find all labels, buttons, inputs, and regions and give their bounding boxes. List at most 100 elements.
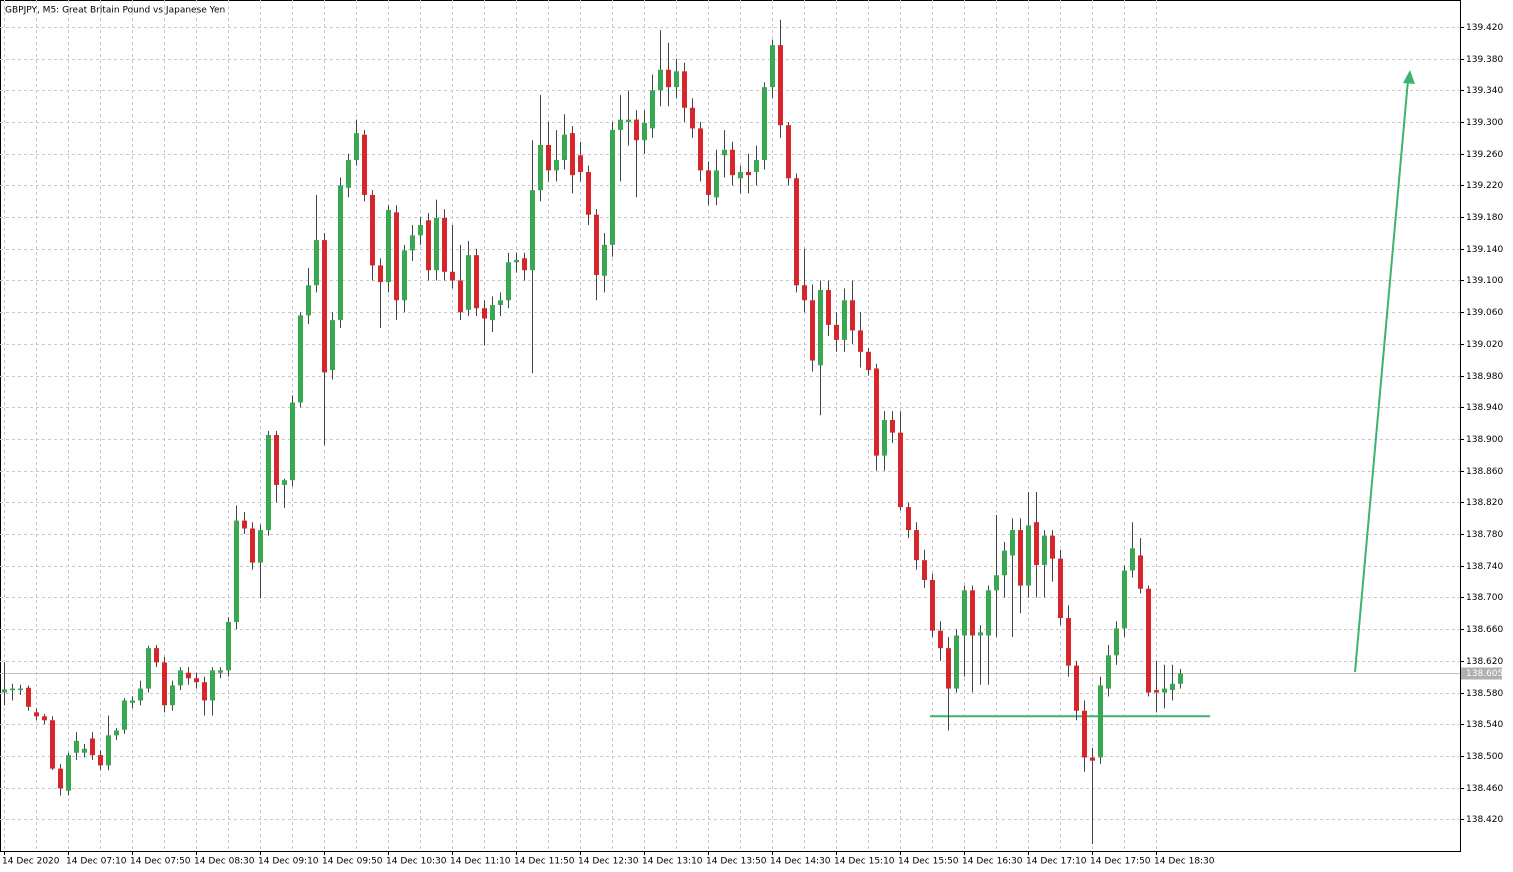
x-tick-label: 14 Dec 2020 — [2, 857, 60, 867]
candle-body — [1146, 588, 1151, 693]
candle-body — [578, 155, 583, 172]
x-tick-label: 14 Dec 17:10 — [1026, 857, 1087, 867]
candle-body — [258, 530, 263, 563]
candle-body — [458, 280, 463, 313]
y-tick-label: 139.300 — [1466, 118, 1503, 128]
x-tick-label: 14 Dec 18:30 — [1154, 857, 1215, 867]
candle-body — [802, 285, 807, 301]
y-tick-label: 138.980 — [1466, 372, 1503, 382]
plot-area — [0, 0, 1461, 852]
candle-body — [834, 324, 839, 340]
candle-body — [962, 590, 967, 636]
x-tick-label: 14 Dec 17:50 — [1090, 857, 1151, 867]
candle-body — [290, 402, 295, 481]
candle-body — [938, 630, 943, 649]
candle-body — [450, 271, 455, 281]
candle-body — [322, 240, 327, 373]
candle-body — [394, 212, 399, 301]
candle-body — [666, 69, 671, 88]
y-tick-label: 139.140 — [1466, 245, 1503, 255]
candle-body — [786, 125, 791, 179]
candle-body — [746, 171, 751, 176]
x-tick-label: 14 Dec 09:50 — [322, 857, 383, 867]
candle-body — [466, 255, 471, 310]
candle-body — [546, 145, 551, 171]
candle-body — [378, 265, 383, 283]
y-tick-label: 138.940 — [1466, 403, 1503, 413]
candle-body — [98, 755, 103, 766]
candle-body — [946, 648, 951, 689]
y-tick-label: 138.780 — [1466, 530, 1503, 540]
candle-body — [242, 520, 247, 529]
candle-body — [986, 590, 991, 636]
candle-body — [810, 300, 815, 361]
candle-body — [130, 700, 135, 703]
y-tick-label: 139.220 — [1466, 181, 1503, 191]
candle-body — [682, 71, 687, 108]
candle-body — [402, 250, 407, 301]
candle-body — [562, 134, 567, 161]
candle-body — [1122, 570, 1127, 629]
x-tick-label: 14 Dec 16:30 — [962, 857, 1023, 867]
candle-body — [794, 178, 799, 286]
candle-body — [850, 300, 855, 331]
candle-body — [386, 209, 391, 283]
candle-body — [218, 670, 223, 673]
candle-body — [954, 635, 959, 689]
candle-body — [34, 712, 39, 717]
candle-body — [1090, 757, 1095, 761]
grid — [0, 0, 1460, 851]
candle-body — [226, 622, 231, 671]
candle-body — [410, 235, 415, 251]
candle-body — [866, 351, 871, 371]
candle-body — [714, 170, 719, 198]
y-tick-label: 138.740 — [1466, 562, 1503, 572]
candle-body — [602, 244, 607, 276]
candle-body — [658, 69, 663, 91]
x-tick-label: 14 Dec 07:50 — [130, 857, 191, 867]
candle-body — [10, 688, 15, 691]
axes: 139.420 139.380 139.340 139.300 139.260 139.2… — [2, 23, 1503, 867]
x-tick-label: 14 Dec 11:10 — [450, 857, 511, 867]
y-tick-label: 138.620 — [1466, 657, 1503, 667]
candle-body — [1010, 530, 1015, 556]
candle-body — [186, 672, 191, 679]
y-tick-label: 139.060 — [1466, 308, 1503, 318]
candle-body — [58, 768, 63, 789]
y-tick-label: 138.460 — [1466, 784, 1503, 794]
candle-body — [738, 171, 743, 179]
candle-body — [522, 258, 527, 271]
y-tick-label: 138.580 — [1466, 689, 1503, 699]
candle-body — [1042, 535, 1047, 565]
candle-body — [730, 149, 735, 176]
candle-body — [1178, 673, 1183, 684]
x-tick-label: 14 Dec 12:30 — [578, 857, 639, 867]
y-tick-label: 138.540 — [1466, 720, 1503, 730]
candle-body — [474, 255, 479, 309]
candle-body — [82, 748, 87, 753]
last-price-box — [1461, 667, 1502, 680]
candle-body — [170, 685, 175, 706]
candle-body — [426, 220, 431, 271]
candle-body — [538, 145, 543, 191]
candle-body — [922, 560, 927, 581]
candle-body — [1034, 522, 1039, 565]
candle-body — [274, 435, 279, 485]
candle-body — [498, 300, 503, 306]
x-tick-label: 14 Dec 09:10 — [258, 857, 319, 867]
candle-body — [1154, 690, 1159, 693]
candle-body — [314, 240, 319, 286]
candle-body — [250, 528, 255, 563]
last-price-label: 138.605 — [1466, 669, 1503, 679]
candle-body — [1106, 655, 1111, 689]
candle-body — [906, 507, 911, 531]
y-tick-label: 138.660 — [1466, 625, 1503, 635]
candle-body — [66, 755, 71, 791]
candle-body — [50, 720, 55, 769]
chart-title: GBPJPY, M5: Great Britain Pound vs Japan… — [5, 6, 225, 16]
y-tick-label: 138.420 — [1466, 815, 1503, 825]
candle-body — [418, 225, 423, 236]
candle-body — [586, 171, 591, 215]
candle-body — [1058, 558, 1063, 619]
candle-body — [978, 632, 983, 636]
